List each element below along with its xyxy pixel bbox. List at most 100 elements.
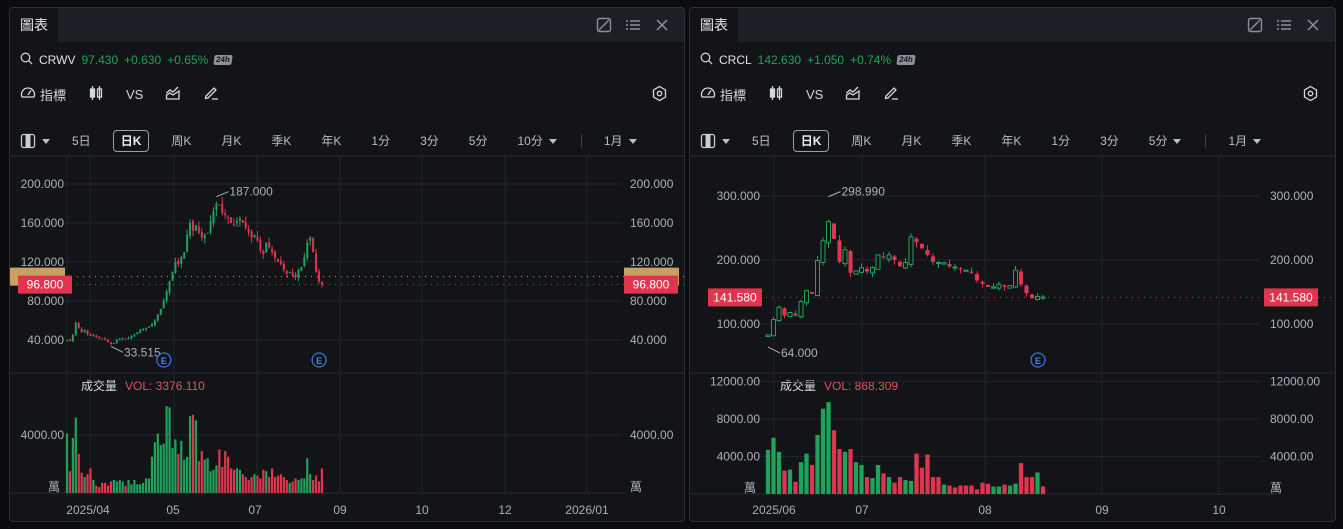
period-1min[interactable]: 1分 [371, 134, 391, 148]
symbol-label[interactable]: CRWV [39, 53, 76, 67]
period-quarterly[interactable]: 季K [951, 134, 972, 148]
period-quarterly[interactable]: 季K [271, 134, 292, 148]
period-weekly[interactable]: 周K [171, 134, 192, 148]
last-price-tag-label: 96.800 [27, 278, 64, 292]
candle-body [148, 326, 151, 328]
compare-button[interactable]: VS [126, 86, 144, 102]
candle-type-button[interactable] [88, 85, 104, 104]
draw-button[interactable] [203, 85, 219, 104]
candle-body [826, 221, 831, 244]
price-axis-label: 40.000 [630, 333, 667, 347]
gauge-icon [700, 85, 716, 104]
volume-bar [112, 479, 115, 493]
compare-button[interactable]: VS [806, 86, 824, 102]
chevron-down-icon [1253, 139, 1262, 145]
volume-bar [150, 456, 154, 493]
volume-bar [1024, 477, 1029, 494]
candle-body [842, 249, 848, 265]
minute-dropdown[interactable]: 10分 [509, 130, 564, 152]
candle-body [952, 266, 958, 269]
volume-bar [221, 466, 224, 493]
volume-bar [317, 481, 321, 493]
volume-bar [101, 482, 104, 493]
candle-body [104, 338, 107, 340]
minute-dropdown[interactable]: 5分 [1141, 130, 1190, 152]
price-axis-label: 100.000 [1270, 317, 1314, 331]
price-axis-label: 200.000 [1270, 253, 1314, 267]
range-dropdown[interactable]: 1月 [596, 130, 645, 152]
symbol-label[interactable]: CRCL [719, 53, 752, 67]
draw-button[interactable] [883, 85, 899, 104]
earnings-marker-icon [156, 352, 172, 368]
candle-body [941, 262, 947, 265]
volume-bar [147, 478, 151, 493]
volume-bar [197, 461, 200, 493]
candle-body [765, 334, 771, 337]
period-yearly[interactable]: 年K [1001, 134, 1022, 148]
period-daily[interactable]: 日K [792, 130, 830, 152]
period-monthly[interactable]: 月K [221, 134, 242, 148]
candlestick-chart[interactable]: 40.000 40.000 80.000 80.000 120.000 120.000 16… [10, 8, 685, 522]
candle-body [288, 271, 291, 274]
menu-list-icon[interactable] [1276, 17, 1292, 33]
indicators-button[interactable]: 指標 [20, 85, 66, 104]
menu-list-icon[interactable] [625, 17, 641, 33]
indicators-button[interactable]: 指標 [700, 85, 746, 104]
volume-bar [265, 471, 268, 493]
close-icon[interactable] [1305, 17, 1321, 33]
candlestick-chart[interactable]: 100.000 100.000 200.000 200.000 300.000 300.0… [690, 8, 1336, 522]
period-5d[interactable]: 5日 [72, 134, 91, 148]
candle-body [996, 283, 1002, 289]
volume-bar [271, 468, 274, 493]
detach-icon[interactable] [596, 17, 612, 33]
price-axis-label: 100.000 [717, 317, 761, 331]
volume-bar [804, 453, 809, 494]
volume-bar [297, 479, 300, 493]
volume-bar [262, 469, 265, 493]
price-axis-label: 300.000 [717, 189, 761, 203]
search-icon[interactable] [700, 52, 713, 68]
period-daily[interactable]: 日K [112, 130, 150, 152]
layout-toggle[interactable] [700, 133, 730, 149]
period-3min[interactable]: 3分 [420, 134, 439, 148]
period-monthly[interactable]: 月K [901, 134, 922, 148]
candle-body [233, 223, 236, 225]
period-yearly[interactable]: 年K [321, 134, 342, 148]
volume-axis-label: 8000.00 [1270, 412, 1314, 426]
candle-body [925, 250, 930, 255]
volume-bar [936, 477, 941, 494]
period-5d[interactable]: 5日 [752, 134, 771, 148]
volume-bar [870, 478, 875, 494]
panel-titlebar: 圖表 [10, 8, 684, 42]
period-1min[interactable]: 1分 [1051, 134, 1071, 148]
volume-bar [294, 478, 297, 493]
candle-body [115, 340, 118, 344]
settings-gear-icon[interactable] [651, 85, 668, 102]
volume-bar [244, 477, 247, 493]
range-dropdown[interactable]: 1月 [1220, 130, 1269, 152]
search-icon[interactable] [20, 52, 33, 68]
candle-type-button[interactable] [768, 85, 784, 104]
candle-body [68, 339, 71, 341]
candle-body [931, 256, 935, 262]
close-icon[interactable] [654, 17, 670, 33]
volume-bar [159, 445, 162, 493]
period-3min[interactable]: 3分 [1100, 134, 1119, 148]
period-weekly[interactable]: 周K [851, 134, 872, 148]
period-5min[interactable]: 5分 [468, 134, 488, 148]
volume-bar [253, 474, 256, 493]
volume-bar [859, 464, 864, 494]
chart-style-button[interactable] [845, 85, 861, 104]
volume-bar [285, 479, 288, 493]
layout-toggle[interactable] [20, 133, 50, 149]
settings-gear-icon[interactable] [1302, 85, 1319, 102]
candle-body [189, 223, 192, 236]
price-axis-label: 200.000 [717, 253, 761, 267]
chevron-down-icon [42, 138, 50, 144]
candle-body [80, 328, 83, 333]
detach-icon[interactable] [1247, 17, 1263, 33]
tab-chart[interactable]: 圖表 [10, 8, 58, 42]
chart-style-button[interactable] [165, 85, 181, 104]
tab-chart[interactable]: 圖表 [690, 8, 738, 42]
candle-body [230, 217, 233, 223]
